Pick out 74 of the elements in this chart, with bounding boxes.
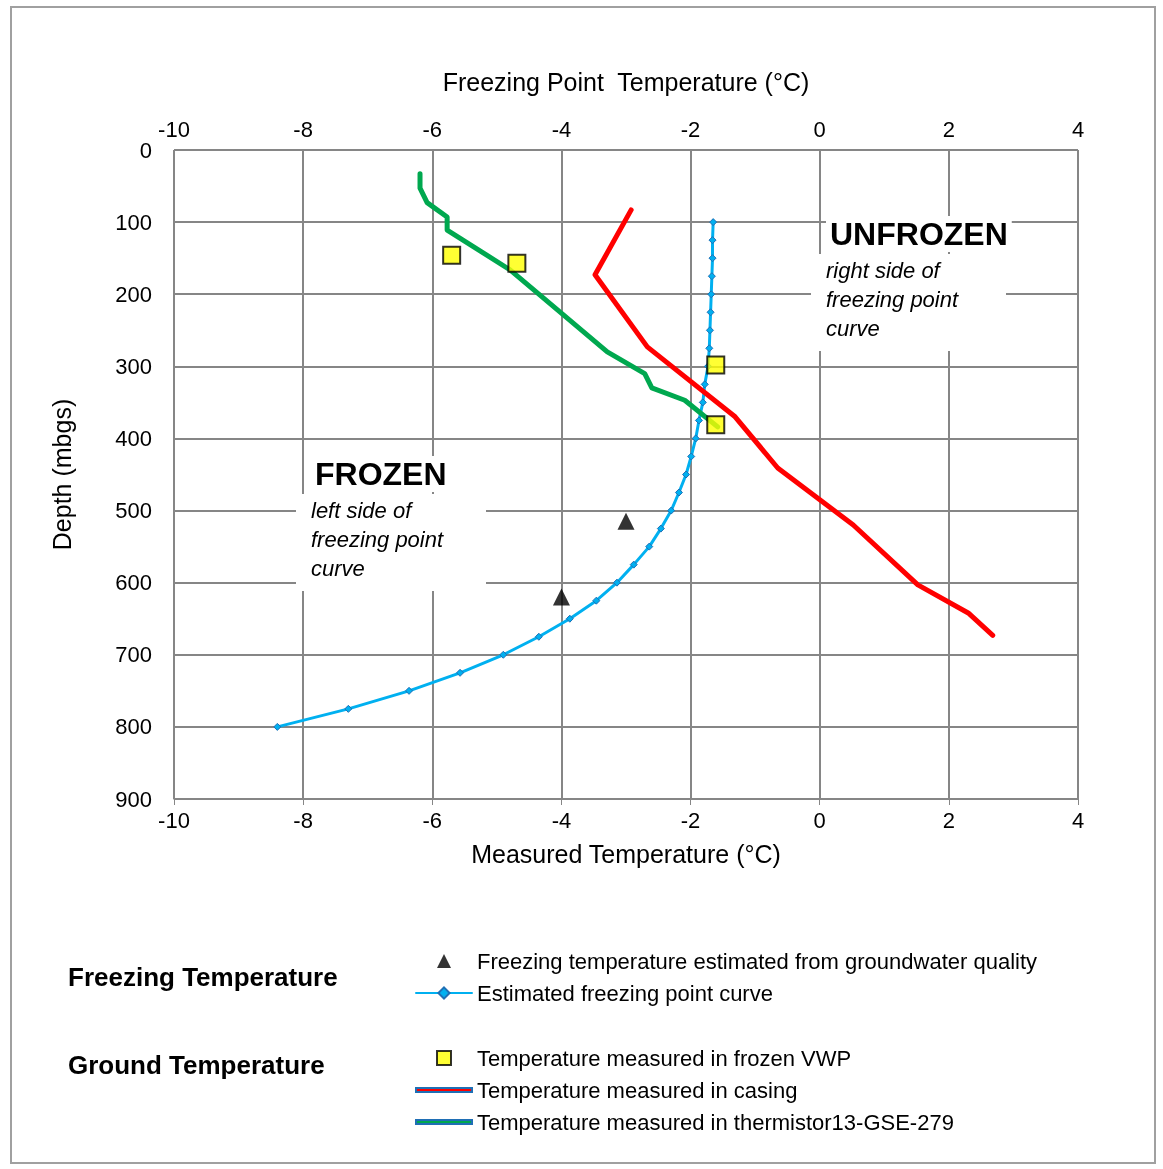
y-tick-label: 200 — [115, 281, 152, 307]
point — [708, 254, 717, 263]
text: Freezing Temperature — [68, 962, 338, 992]
annotation: UNFROZEN — [830, 216, 1008, 252]
y-tick-label: 300 — [115, 353, 152, 379]
x-tick-label: -8 — [293, 807, 313, 833]
x-axis-title: Measured Temperature (°C) — [471, 839, 781, 868]
y-tick-label: 500 — [115, 498, 152, 524]
x2-tick-label: 2 — [942, 116, 955, 142]
point — [612, 578, 621, 587]
y-tick-label: 800 — [115, 714, 152, 740]
point — [456, 668, 465, 677]
x2-axis-title: Freezing Point Temperature (°C) — [442, 67, 810, 96]
point — [629, 560, 638, 569]
point — [592, 596, 601, 605]
point — [442, 245, 462, 265]
x2-tick-label: -8 — [293, 116, 313, 142]
point — [534, 632, 543, 641]
point — [698, 398, 707, 407]
point — [694, 416, 703, 425]
point — [273, 722, 282, 731]
y-tick-label: 700 — [115, 642, 152, 668]
x2-tick-label: -10 — [158, 116, 190, 142]
point — [709, 218, 718, 227]
legend-label: Temperature measured in frozen VWP — [477, 1045, 852, 1071]
point — [682, 470, 691, 479]
point — [507, 253, 527, 273]
y-tick-label: 0 — [139, 137, 152, 163]
y-tick-label: 400 — [115, 425, 152, 451]
point — [645, 542, 654, 551]
x-tick-label: -4 — [551, 807, 572, 833]
x2-tick-label: -4 — [551, 116, 572, 142]
point — [706, 308, 715, 317]
point — [617, 512, 635, 530]
point — [565, 614, 574, 623]
x2-tick-label: 0 — [813, 116, 826, 142]
point — [687, 452, 696, 461]
point — [706, 355, 726, 375]
y-axis-title: Depth (mbgs) — [47, 398, 76, 551]
text: Ground Temperature — [68, 1050, 325, 1080]
legend-label: Temperature measured in thermistor13-GSE-279 — [477, 1109, 954, 1135]
point — [667, 506, 676, 515]
legend-label: Temperature measured in casing — [477, 1077, 798, 1103]
legend-label: Estimated freezing point curve — [477, 980, 773, 1006]
y-tick-label: 100 — [115, 209, 152, 235]
y-tick-label: 900 — [115, 786, 152, 812]
annotation: left side of freezing point curve — [311, 498, 450, 581]
y-tick-label: 600 — [115, 570, 152, 596]
x-tick-label: -6 — [422, 807, 443, 833]
point — [705, 326, 714, 335]
annotation: right side of freezing point curve — [826, 258, 965, 341]
legend-label: Freezing temperature estimated from groundwater quality — [477, 948, 1038, 974]
point — [707, 290, 716, 299]
point — [706, 415, 726, 435]
x-tick-label: 2 — [942, 807, 955, 833]
point — [405, 686, 414, 695]
point — [674, 488, 683, 497]
point — [552, 588, 570, 606]
x2-tick-label: -6 — [422, 116, 443, 142]
point — [708, 236, 717, 245]
x2-tick-label: -2 — [680, 116, 701, 142]
x-tick-label: -2 — [680, 807, 701, 833]
x-tick-label: -10 — [158, 807, 190, 833]
x-tick-label: 4 — [1071, 807, 1085, 833]
annotation: FROZEN — [315, 456, 447, 492]
x-tick-label: 0 — [813, 807, 826, 833]
point — [344, 704, 353, 713]
point — [705, 344, 714, 353]
point — [700, 380, 709, 389]
point — [691, 434, 700, 443]
point — [656, 524, 665, 533]
x2-tick-label: 4 — [1071, 116, 1085, 142]
point — [499, 650, 508, 659]
point — [707, 272, 716, 281]
